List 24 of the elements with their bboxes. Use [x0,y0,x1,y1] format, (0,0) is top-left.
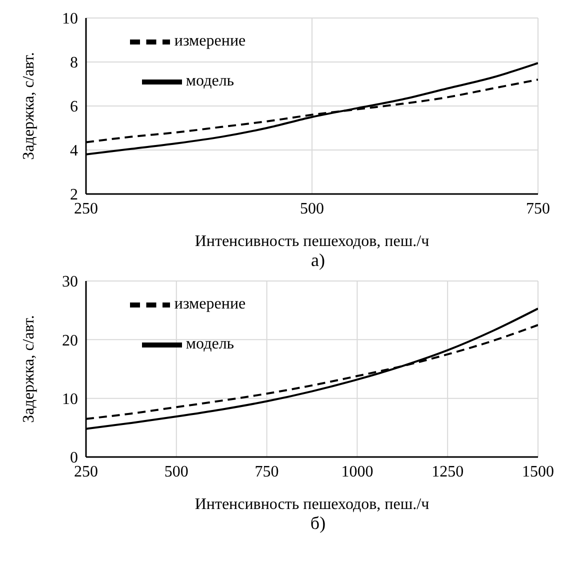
x-tick-label: 1000 [341,463,374,480]
x-axis-title: Интенсивность пешеходов, пеш./ч [194,496,430,513]
y-tick-label: 6 [70,98,78,116]
y-tick-label: 10 [62,391,78,408]
y-axis-title: Задержка, с/авт. [20,315,38,423]
x-tick-label: 500 [164,463,188,480]
x-tick-label: 500 [300,200,324,218]
legend-label: измерение [174,296,246,313]
legend-label: модель [186,336,234,353]
x-tick-label: 750 [526,200,550,218]
x-axis-title: Интенсивность пешеходов, пеш./ч [194,233,430,250]
y-tick-label: 20 [62,332,78,350]
legend-label: модель [186,72,234,90]
x-tick-label: 1250 [432,463,464,480]
text: б) [309,513,327,534]
legend-label: измерение [174,32,246,50]
y-tick-label: 8 [70,54,78,72]
y-tick-label: 30 [62,274,78,291]
x-tick-label: 1500 [522,463,554,480]
y-tick-label: 10 [62,10,78,28]
x-tick-label: 750 [254,463,279,480]
y-axis-title: Задержка, с/авт. [20,52,38,160]
y-tick-label: 4 [70,142,78,160]
text: а) [310,250,326,271]
